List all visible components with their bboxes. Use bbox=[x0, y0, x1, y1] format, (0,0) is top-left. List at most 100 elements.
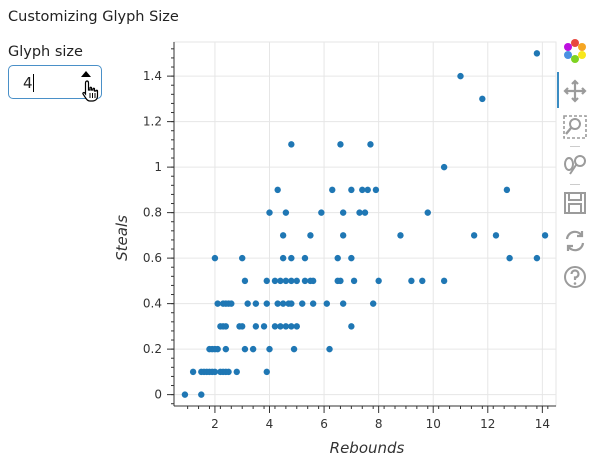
data-point bbox=[266, 209, 273, 216]
data-point bbox=[222, 323, 230, 330]
text-caret bbox=[33, 74, 34, 92]
x-axis-label: Rebounds bbox=[330, 439, 405, 457]
data-point bbox=[323, 300, 330, 307]
data-point bbox=[309, 277, 317, 285]
y-tick-label: 0.2 bbox=[143, 342, 162, 356]
y-tick-label: 1.4 bbox=[143, 69, 162, 83]
data-point bbox=[541, 232, 549, 239]
data-point bbox=[279, 300, 287, 307]
data-point bbox=[241, 345, 249, 353]
data-point bbox=[241, 277, 249, 285]
data-point bbox=[189, 368, 197, 376]
data-point bbox=[350, 277, 358, 285]
data-point bbox=[260, 323, 268, 330]
data-point bbox=[277, 323, 284, 330]
data-point bbox=[252, 323, 260, 330]
plot-frame bbox=[173, 41, 557, 407]
data-point bbox=[533, 50, 541, 57]
data-point bbox=[479, 95, 486, 103]
y-tick-label: 0.6 bbox=[143, 251, 162, 265]
data-point bbox=[225, 368, 232, 376]
data-point bbox=[348, 323, 355, 330]
data-point bbox=[364, 186, 371, 194]
data-point bbox=[263, 277, 270, 285]
x-tick-label: 2 bbox=[211, 417, 219, 431]
y-tick-label: 0 bbox=[154, 388, 162, 402]
increment-arrow-icon[interactable] bbox=[81, 71, 91, 77]
hand-pointer-icon bbox=[82, 80, 99, 102]
data-point bbox=[271, 277, 279, 285]
pan-icon[interactable] bbox=[562, 78, 588, 104]
data-point bbox=[293, 277, 300, 285]
plot-toolbar bbox=[556, 38, 596, 298]
data-point bbox=[318, 209, 325, 216]
x-tick-label: 4 bbox=[266, 417, 274, 431]
data-point bbox=[198, 391, 205, 398]
data-point bbox=[288, 277, 295, 285]
data-point bbox=[492, 232, 500, 239]
data-point bbox=[326, 345, 333, 353]
data-point bbox=[339, 300, 347, 307]
data-point bbox=[337, 141, 344, 148]
help-icon[interactable] bbox=[562, 264, 588, 290]
data-points bbox=[181, 50, 549, 398]
x-tick-label: 6 bbox=[320, 417, 328, 431]
bokeh-logo-icon[interactable] bbox=[562, 38, 588, 64]
data-point bbox=[211, 254, 219, 262]
lasso-select-icon[interactable] bbox=[562, 152, 588, 178]
data-point bbox=[301, 277, 309, 285]
data-point bbox=[367, 141, 374, 148]
data-point bbox=[361, 209, 369, 216]
data-point bbox=[356, 209, 363, 216]
data-point bbox=[222, 345, 230, 353]
data-point bbox=[440, 277, 448, 285]
y-tick-label: 0.4 bbox=[143, 297, 162, 311]
save-icon[interactable] bbox=[562, 190, 588, 216]
toolbar-divider bbox=[570, 184, 580, 185]
data-point bbox=[282, 277, 290, 285]
data-point bbox=[457, 72, 464, 80]
data-point bbox=[419, 277, 426, 285]
data-point bbox=[181, 391, 189, 398]
data-point bbox=[214, 300, 221, 307]
data-point bbox=[375, 277, 382, 285]
data-point bbox=[282, 209, 290, 216]
data-point bbox=[288, 141, 295, 148]
x-tick-label: 8 bbox=[375, 417, 383, 431]
data-point bbox=[372, 186, 380, 194]
data-point bbox=[288, 323, 295, 330]
data-point bbox=[228, 300, 235, 307]
data-point bbox=[249, 345, 257, 353]
data-point bbox=[274, 300, 281, 307]
data-point bbox=[348, 254, 355, 262]
x-axis-ticks: 2 4 6 8 10 12 14 bbox=[187, 406, 550, 431]
data-point bbox=[288, 254, 295, 262]
reset-icon[interactable] bbox=[562, 228, 588, 254]
toolbar-divider bbox=[570, 146, 580, 147]
x-tick-label: 10 bbox=[426, 417, 441, 431]
data-point bbox=[533, 254, 541, 262]
data-point bbox=[359, 186, 366, 194]
data-point bbox=[279, 254, 287, 262]
y-tick-label: 0.8 bbox=[143, 206, 162, 220]
y-tick-label: 1.2 bbox=[143, 115, 162, 129]
data-point bbox=[271, 323, 279, 330]
box-zoom-icon[interactable] bbox=[562, 114, 588, 140]
data-point bbox=[309, 300, 317, 307]
data-point bbox=[263, 368, 270, 376]
x-tick-label: 14 bbox=[535, 417, 550, 431]
data-point bbox=[408, 277, 415, 285]
data-point bbox=[334, 254, 341, 262]
data-point bbox=[440, 163, 448, 171]
active-tool-indicator bbox=[557, 72, 559, 108]
data-point bbox=[279, 232, 287, 239]
data-point bbox=[244, 300, 251, 307]
data-point bbox=[211, 368, 219, 376]
data-point bbox=[506, 254, 513, 262]
data-point bbox=[274, 186, 281, 194]
page-title: Customizing Glyph Size bbox=[8, 9, 179, 25]
x-tick-label: 12 bbox=[480, 417, 495, 431]
y-axis-ticks: 0 0.2 0.4 0.6 0.8 1 1.2 1.4 bbox=[143, 48, 174, 405]
glyph-size-value[interactable]: 4 bbox=[23, 74, 33, 92]
